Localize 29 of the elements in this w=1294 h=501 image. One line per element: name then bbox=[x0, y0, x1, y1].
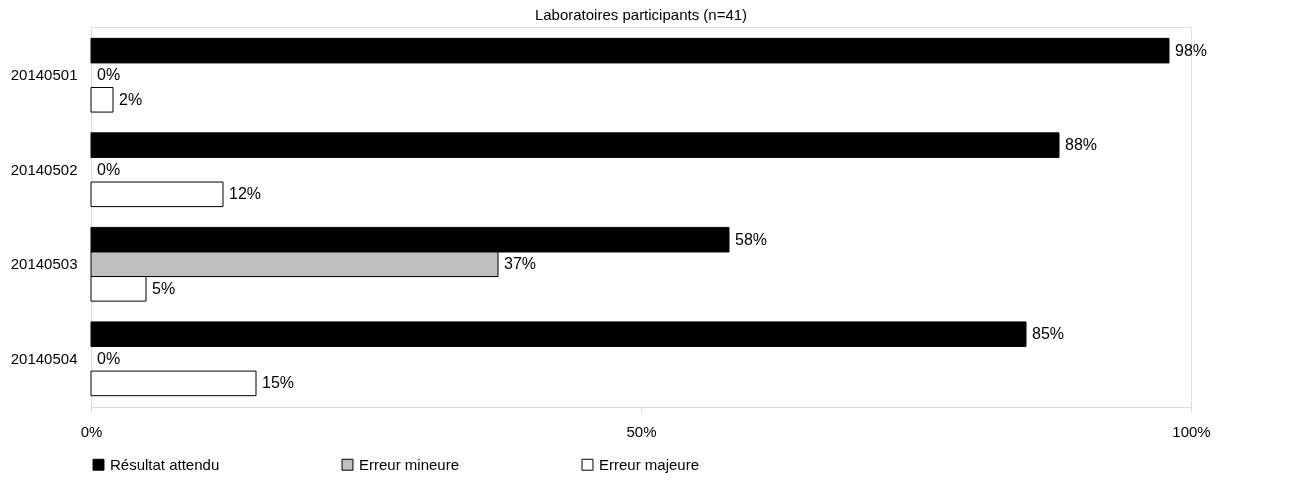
data-label: 0% bbox=[97, 349, 121, 367]
data-label: 0% bbox=[97, 160, 121, 178]
data-label: 37% bbox=[504, 255, 537, 273]
y-tick-label: 20140501 bbox=[10, 66, 78, 84]
data-label: 0% bbox=[97, 66, 121, 84]
data-label: 85% bbox=[1032, 325, 1065, 343]
legend-label: Erreur majeure bbox=[599, 455, 700, 473]
data-label: 58% bbox=[735, 230, 768, 248]
chart-title: Laboratoires participants (n=41) bbox=[534, 6, 748, 23]
x-tick-label: 50% bbox=[626, 422, 657, 440]
y-tick-label: 20140502 bbox=[10, 160, 78, 178]
data-label: 5% bbox=[152, 279, 176, 297]
data-label: 2% bbox=[119, 90, 143, 108]
data-label: 15% bbox=[262, 374, 295, 392]
data-label: 12% bbox=[229, 185, 262, 203]
legend-label: Erreur mineure bbox=[359, 455, 460, 473]
bar bbox=[90, 87, 114, 113]
y-tick-label: 20140504 bbox=[10, 349, 78, 367]
bar bbox=[90, 370, 257, 397]
bar bbox=[90, 181, 224, 208]
data-label: 88% bbox=[1065, 136, 1098, 154]
bar bbox=[90, 132, 1060, 158]
x-tick-label: 100% bbox=[1172, 422, 1211, 440]
legend-label: Résultat attendu bbox=[110, 455, 220, 473]
data-label: 98% bbox=[1175, 41, 1208, 59]
x-tick-label: 0% bbox=[80, 422, 103, 440]
bar bbox=[90, 37, 1170, 64]
y-tick-label: 20140503 bbox=[10, 255, 78, 273]
bar bbox=[90, 321, 1027, 347]
